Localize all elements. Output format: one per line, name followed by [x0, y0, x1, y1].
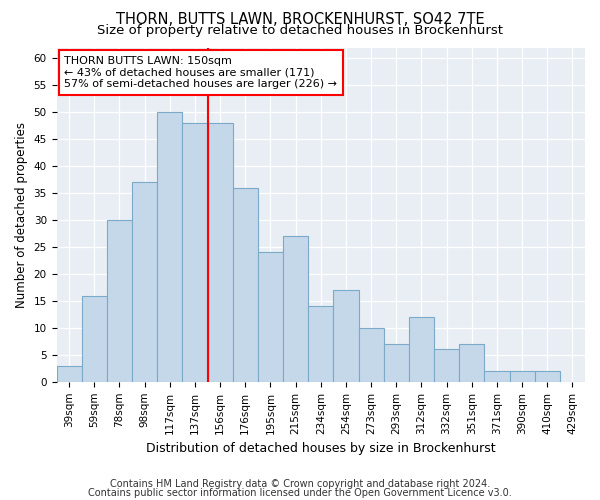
Bar — [484, 371, 509, 382]
Bar — [132, 182, 157, 382]
Bar — [107, 220, 132, 382]
Text: Contains public sector information licensed under the Open Government Licence v3: Contains public sector information licen… — [88, 488, 512, 498]
Bar — [383, 344, 409, 382]
Y-axis label: Number of detached properties: Number of detached properties — [15, 122, 28, 308]
Bar — [459, 344, 484, 382]
Bar — [409, 317, 434, 382]
Bar — [535, 371, 560, 382]
Bar — [233, 188, 258, 382]
Text: THORN BUTTS LAWN: 150sqm
← 43% of detached houses are smaller (171)
57% of semi-: THORN BUTTS LAWN: 150sqm ← 43% of detach… — [64, 56, 337, 89]
Text: Size of property relative to detached houses in Brockenhurst: Size of property relative to detached ho… — [97, 24, 503, 37]
Bar — [82, 296, 107, 382]
Bar — [283, 236, 308, 382]
Text: THORN, BUTTS LAWN, BROCKENHURST, SO42 7TE: THORN, BUTTS LAWN, BROCKENHURST, SO42 7T… — [116, 12, 484, 28]
Bar — [509, 371, 535, 382]
X-axis label: Distribution of detached houses by size in Brockenhurst: Distribution of detached houses by size … — [146, 442, 496, 455]
Bar — [157, 112, 182, 382]
Bar — [258, 252, 283, 382]
Bar — [359, 328, 383, 382]
Bar — [208, 123, 233, 382]
Bar — [182, 123, 208, 382]
Text: Contains HM Land Registry data © Crown copyright and database right 2024.: Contains HM Land Registry data © Crown c… — [110, 479, 490, 489]
Bar — [334, 290, 359, 382]
Bar — [56, 366, 82, 382]
Bar — [308, 306, 334, 382]
Bar — [434, 350, 459, 382]
